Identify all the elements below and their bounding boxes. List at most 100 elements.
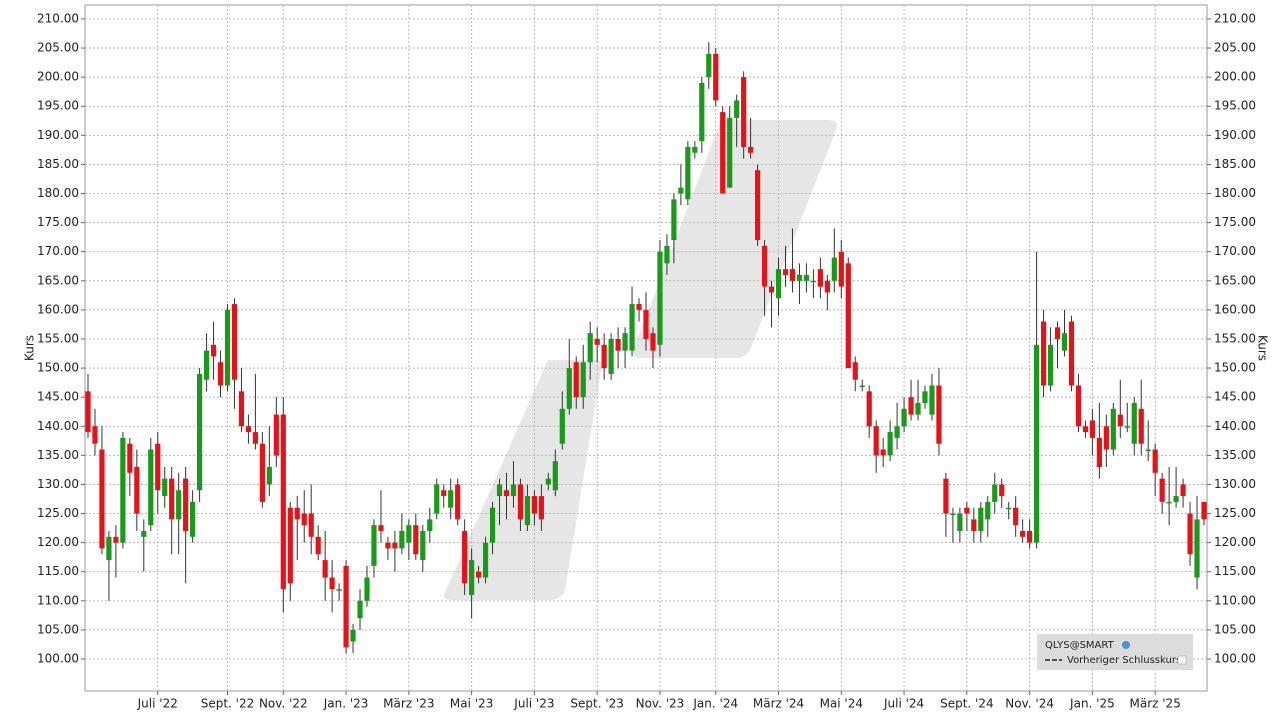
x-tick-label: Sept. '24	[940, 697, 994, 711]
candle-body	[552, 461, 558, 491]
y-tick-label-right: 125.00	[1214, 506, 1256, 520]
x-tick-label: Sept. '23	[570, 697, 624, 711]
x-tick-label: März '25	[1130, 697, 1181, 711]
candle-body	[573, 362, 579, 398]
candle-body	[1138, 408, 1144, 444]
candle-body	[315, 536, 321, 555]
candle-body	[197, 373, 203, 491]
candle-body	[978, 507, 984, 531]
candle-body	[615, 338, 621, 351]
candle-body	[580, 362, 586, 398]
candle-body	[210, 344, 217, 357]
y-axis-label: Kurs	[23, 335, 37, 361]
y-tick-label: 155.00	[37, 331, 79, 345]
candle-body	[636, 304, 642, 310]
candle-body	[127, 443, 133, 473]
candle-body	[755, 170, 761, 241]
candle-body	[775, 269, 782, 299]
candle-body	[420, 530, 426, 561]
candle-body	[224, 309, 231, 386]
y-tick-label-right: 160.00	[1214, 302, 1256, 316]
candle-body	[748, 146, 754, 153]
y-tick-label: 145.00	[37, 390, 79, 404]
candle-body	[852, 362, 858, 380]
candle-body	[266, 466, 272, 485]
y-tick-label: 175.00	[37, 215, 79, 229]
x-tick-label: Nov. '22	[259, 697, 308, 711]
candle-body	[503, 490, 510, 497]
candle-body	[985, 501, 991, 520]
x-tick-label: Jan. '24	[692, 697, 738, 711]
candle-body	[231, 304, 238, 380]
candle-body	[1180, 484, 1186, 497]
candle-body	[1068, 321, 1075, 386]
candle-body	[880, 449, 886, 456]
candle-body	[601, 344, 607, 369]
candle-body	[545, 478, 551, 485]
candle-body	[587, 333, 593, 363]
candle-body	[803, 274, 810, 281]
candle-body	[1103, 426, 1109, 450]
candle-body	[559, 408, 565, 444]
candle-body	[273, 414, 279, 456]
candle-body	[915, 402, 921, 415]
candle-body	[148, 449, 154, 526]
y-tick-label-right: 120.00	[1214, 535, 1256, 549]
candle-body	[364, 577, 370, 601]
candle-body	[245, 426, 252, 433]
candle-body	[462, 530, 468, 584]
candle-body	[1145, 449, 1151, 452]
candle-body	[1166, 501, 1172, 504]
y-tick-label-right: 105.00	[1214, 622, 1256, 636]
candle-body	[768, 286, 775, 293]
y-tick-label-right: 175.00	[1214, 215, 1256, 229]
y-tick-label-right: 195.00	[1214, 99, 1256, 113]
x-tick-label: Juli '23	[513, 697, 554, 711]
candle-body	[1027, 530, 1033, 543]
candle-body	[838, 251, 844, 287]
candle-body	[371, 525, 377, 566]
candle-body	[134, 466, 140, 514]
y-tick-label-right: 135.00	[1214, 448, 1256, 462]
candle-body	[1173, 496, 1179, 502]
candle-body	[887, 432, 893, 456]
candle-body	[357, 600, 363, 619]
candle-body	[308, 513, 314, 537]
x-tick-label: Mai '23	[450, 697, 493, 711]
candle-body	[336, 589, 342, 591]
legend-checkbox[interactable]	[1177, 655, 1187, 665]
y-tick-label: 185.00	[37, 157, 79, 171]
candle-body	[155, 443, 161, 491]
legend-box	[1037, 634, 1193, 670]
candle-body	[678, 187, 684, 194]
candle-body	[1061, 333, 1068, 351]
candle-body	[392, 542, 398, 549]
candle-body	[106, 536, 112, 561]
candle-body	[908, 397, 914, 415]
y-axis-label-right: Kurs	[1256, 335, 1270, 361]
candle-body	[699, 82, 705, 142]
candle-body	[789, 269, 796, 281]
candle-body	[99, 449, 105, 549]
y-tick-label-right: 210.00	[1214, 11, 1256, 25]
candle-body	[476, 571, 482, 578]
candle-body	[845, 263, 851, 369]
candle-body	[350, 629, 356, 642]
candle-body	[385, 542, 391, 549]
candle-body	[950, 513, 956, 516]
candle-body	[322, 560, 328, 578]
candle-body	[999, 484, 1005, 497]
candle-body	[643, 309, 649, 339]
y-tick-label-right: 100.00	[1214, 651, 1256, 665]
y-tick-label-right: 170.00	[1214, 244, 1256, 258]
candle-body	[594, 338, 600, 345]
candle-body	[434, 484, 440, 514]
candle-body	[1082, 426, 1089, 433]
candle-body	[873, 426, 879, 456]
candle-body	[120, 437, 126, 543]
candle-body	[971, 519, 977, 531]
candle-body	[406, 525, 412, 543]
candle-body	[294, 507, 300, 520]
candle-body	[664, 245, 670, 264]
